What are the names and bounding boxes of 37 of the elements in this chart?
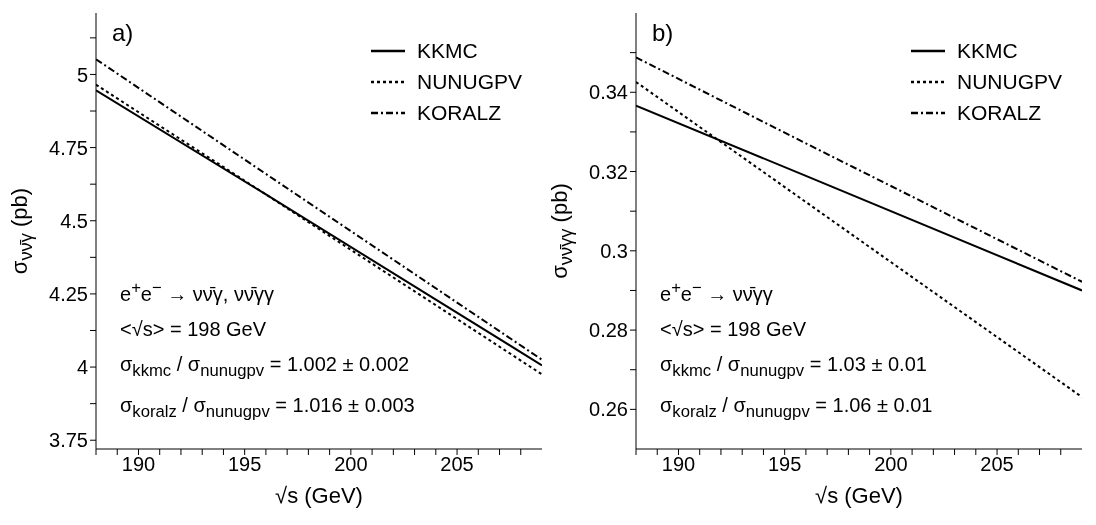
x-tick-label: 195 <box>767 453 802 476</box>
x-tick-label: 200 <box>874 453 908 476</box>
y-tick-label: 4 <box>76 356 88 379</box>
y-tick-label: 5 <box>76 63 88 86</box>
y-tick-label: 0.32 <box>589 160 628 183</box>
legend-label: KORALZ <box>416 100 502 125</box>
legend-label: KKMC <box>956 38 1018 63</box>
y-tick-label: 0.3 <box>600 239 628 262</box>
annotation: σ$_{kkmc}$ / σ$_{nunugpv}$ = 1.03 ± 0.01 <box>660 351 928 382</box>
chart-title: b) <box>652 19 674 47</box>
x-tick-label: 195 <box>227 453 262 476</box>
annotation: σ$_{kkmc}$ / σ$_{nunugpv}$ = 1.002 ± 0.002 <box>120 351 411 382</box>
annotation: e$^{+}$e$^{−}$ → νν̄γγ <box>660 277 774 307</box>
x-tick-label: 205 <box>980 453 1014 476</box>
y-tick-label: 4.5 <box>60 209 88 232</box>
x-tick-label: 190 <box>661 453 696 476</box>
chart-title: a) <box>112 19 134 47</box>
y-tick-label: 4.25 <box>49 283 88 306</box>
y-tick-label: 3.75 <box>49 429 88 452</box>
y-tick-label: 0.34 <box>589 81 628 104</box>
x-tick-label: 200 <box>334 453 368 476</box>
legend-label: NUNUGPV <box>416 69 522 94</box>
y-tick-label: 4.75 <box>49 136 88 159</box>
x-tick-label: 205 <box>440 453 474 476</box>
annotation: <√s> = 198 GeV <box>120 316 268 342</box>
annotation: σ$_{koralz}$ / σ$_{nunugpv}$ = 1.06 ± 0.01 <box>660 392 933 423</box>
x-axis-title: √s (GeV) <box>274 483 364 509</box>
legend-label: KORALZ <box>956 100 1042 125</box>
legend-label: NUNUGPV <box>956 69 1062 94</box>
x-axis-title: √s (GeV) <box>814 483 904 509</box>
legend-label: KKMC <box>416 38 478 63</box>
x-tick-label: 190 <box>121 453 156 476</box>
y-tick-label: 0.28 <box>589 319 628 342</box>
annotation: <√s> = 198 GeV <box>660 316 808 342</box>
y-tick-label: 0.26 <box>589 398 628 421</box>
annotation: σ$_{koralz}$ / σ$_{nunugpv}$ = 1.016 ± 0.003 <box>120 392 415 423</box>
annotation: e$^{+}$e$^{−}$ → νν̄γ, νν̄γγ <box>120 277 275 307</box>
